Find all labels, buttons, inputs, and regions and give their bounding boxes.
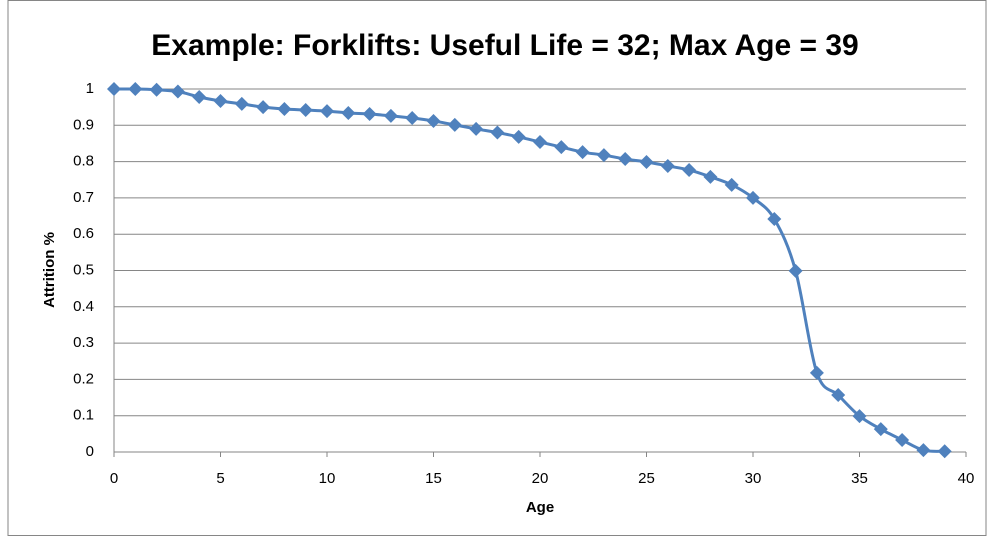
x-tick-label: 20 xyxy=(532,470,549,487)
x-tick-label: 10 xyxy=(319,470,336,487)
data-point xyxy=(831,388,846,403)
data-point xyxy=(426,113,441,128)
data-point xyxy=(320,104,334,119)
data-point xyxy=(852,409,867,424)
y-tick-label: 0.4 xyxy=(73,298,94,315)
data-point xyxy=(682,162,697,177)
data-point xyxy=(234,96,249,111)
data-point xyxy=(533,134,547,149)
data-point xyxy=(660,158,675,173)
y-tick-label: 0 xyxy=(86,443,94,460)
x-tick-label: 0 xyxy=(110,470,118,487)
data-point xyxy=(809,365,824,380)
y-axis-label: Attrition % xyxy=(41,232,58,308)
data-point xyxy=(256,100,271,115)
data-point xyxy=(107,82,121,96)
data-point xyxy=(554,140,569,155)
y-tick-label: 0.6 xyxy=(73,225,94,242)
series-line xyxy=(113,87,945,453)
data-point xyxy=(788,263,803,278)
data-point xyxy=(383,108,398,123)
x-tick-label: 5 xyxy=(216,470,224,487)
data-point xyxy=(490,125,505,140)
data-point xyxy=(618,152,633,167)
y-tick-label: 1 xyxy=(86,80,94,97)
y-tick-label: 0.8 xyxy=(73,153,94,170)
data-point xyxy=(469,121,484,136)
data-point xyxy=(192,89,207,104)
y-tick-label: 0.3 xyxy=(73,334,94,351)
data-point xyxy=(703,169,718,184)
x-tick-label: 40 xyxy=(958,470,975,487)
chart-title: Example: Forklifts: Useful Life = 32; Ma… xyxy=(151,29,858,62)
data-point xyxy=(511,129,526,144)
data-point xyxy=(767,211,782,226)
data-point xyxy=(916,443,931,458)
data-point xyxy=(937,444,952,459)
data-point xyxy=(277,101,292,116)
data-point xyxy=(575,145,590,160)
x-tick-label: 30 xyxy=(745,470,762,487)
data-point xyxy=(746,190,760,205)
y-tick-label: 0.7 xyxy=(73,189,94,206)
data-point xyxy=(128,82,143,96)
data-point xyxy=(341,105,356,120)
data-point xyxy=(213,93,228,108)
y-tick-label: 0.2 xyxy=(73,370,94,387)
data-point xyxy=(447,117,462,132)
data-point xyxy=(596,148,611,163)
data-point xyxy=(873,422,888,437)
x-tick-label: 35 xyxy=(851,470,868,487)
chart-frame xyxy=(7,0,987,536)
y-tick-label: 0.1 xyxy=(73,407,94,424)
data-point xyxy=(405,111,420,126)
data-point xyxy=(149,82,164,97)
x-tick-label: 15 xyxy=(425,470,442,487)
data-point xyxy=(298,103,313,118)
data-point xyxy=(724,177,739,192)
data-point xyxy=(639,154,654,169)
data-point xyxy=(895,433,910,448)
y-tick-label: 0.9 xyxy=(73,116,94,133)
x-tick-label: 25 xyxy=(638,470,655,487)
data-point xyxy=(170,84,185,99)
y-tick-label: 0.5 xyxy=(73,261,94,278)
data-point xyxy=(362,107,377,122)
x-axis-label: Age xyxy=(526,499,554,516)
